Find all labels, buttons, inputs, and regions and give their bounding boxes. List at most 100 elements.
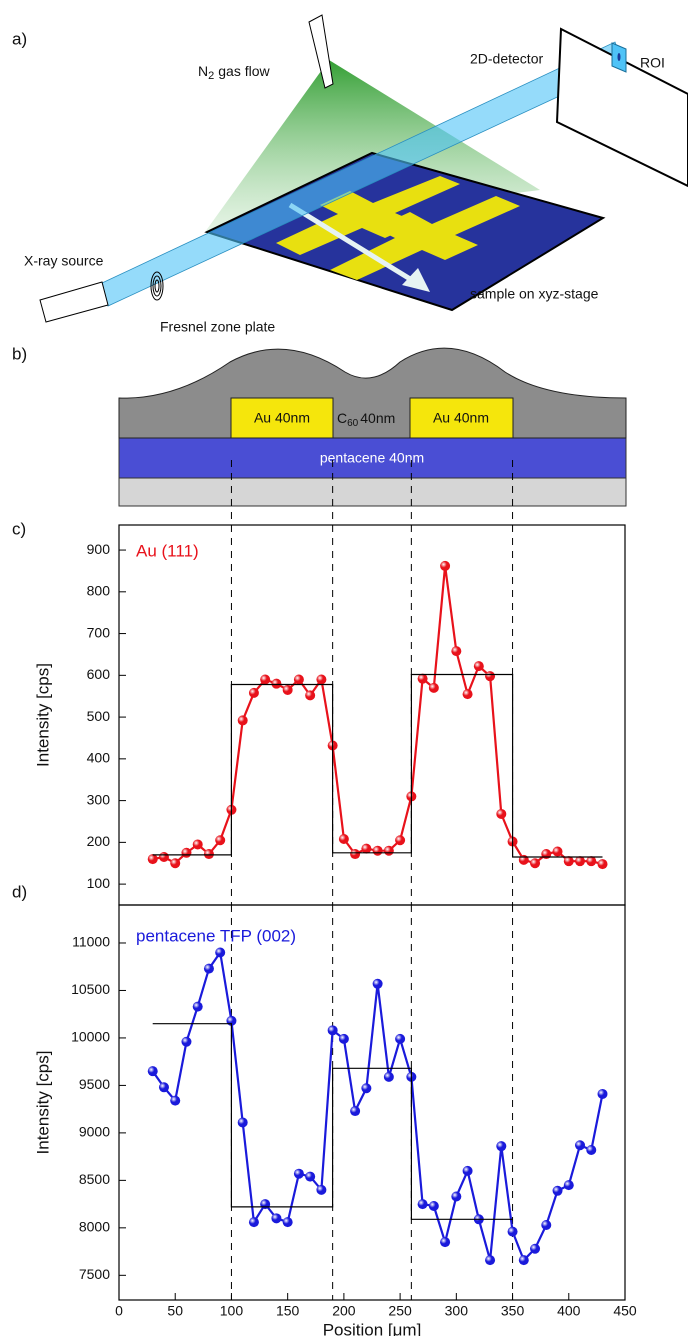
data-point <box>350 849 361 860</box>
source-label: X-ray source <box>24 253 104 269</box>
y-tick-label: 100 <box>87 875 111 891</box>
y-tick-label: 8000 <box>79 1219 110 1235</box>
data-point <box>215 835 226 846</box>
data-point <box>372 845 383 856</box>
x-ray-source <box>39 281 109 323</box>
data-point <box>586 1144 597 1155</box>
scan-arrow-head <box>402 268 430 292</box>
data-point <box>530 1243 541 1254</box>
data-point <box>496 808 507 819</box>
gas-label-rest: gas flow <box>218 63 270 79</box>
panel-a: a) N2 gas flow 2D-detector ROI X-ray sour… <box>12 14 688 335</box>
data-point <box>305 690 316 701</box>
series-label: Au (111) <box>136 541 199 560</box>
data-point <box>440 1237 451 1248</box>
x-tick-label: 200 <box>332 1303 356 1319</box>
data-point <box>293 674 304 685</box>
data-point <box>158 1082 169 1093</box>
gas-label: N2 gas flow <box>198 63 270 82</box>
c60-sub: 60 <box>347 418 359 429</box>
data-point <box>395 835 406 846</box>
data-point <box>271 678 282 689</box>
y-tick-label: 200 <box>87 833 111 849</box>
scan-arrow <box>288 202 417 285</box>
data-point <box>496 1141 507 1152</box>
y-tick-label: 300 <box>87 791 111 807</box>
data-point <box>282 1217 293 1228</box>
gas-nozzle <box>308 14 334 89</box>
x-tick-label: 100 <box>220 1303 244 1319</box>
au-electrode <box>409 397 514 439</box>
data-point <box>260 1199 271 1210</box>
substrate <box>118 477 627 507</box>
y-tick-label: 9000 <box>79 1124 110 1140</box>
panel-label: a) <box>12 29 27 48</box>
data-point <box>237 1117 248 1128</box>
zone-plate <box>152 275 162 297</box>
data-point <box>575 856 586 867</box>
data-point <box>597 1088 608 1099</box>
data-point <box>473 661 484 672</box>
data-point <box>428 1200 439 1211</box>
data-point <box>417 673 428 684</box>
data-point <box>462 1165 473 1176</box>
panel-b: b) Au 40nm Au 40nm C60 40nm pentacene 40n… <box>12 344 627 507</box>
zone-plate <box>154 279 160 293</box>
data-point <box>563 1180 574 1191</box>
data-point <box>260 674 271 685</box>
data-point <box>383 845 394 856</box>
x-tick-label: 450 <box>613 1303 637 1319</box>
data-point <box>147 1066 158 1077</box>
x-tick-label: 400 <box>557 1303 581 1319</box>
data-point <box>327 1025 338 1036</box>
detector-label: 2D-detector <box>470 51 543 67</box>
au-label: Au 40nm <box>254 410 310 426</box>
data-point <box>552 846 563 857</box>
data-point <box>541 1219 552 1230</box>
data-point <box>507 1226 518 1237</box>
x-tick-label: 350 <box>501 1303 525 1319</box>
data-point <box>597 859 608 870</box>
data-point <box>237 715 248 726</box>
data-point <box>158 851 169 862</box>
data-point <box>575 1140 586 1151</box>
data-point <box>383 1071 394 1082</box>
data-point <box>338 1033 349 1044</box>
step-fit <box>152 1023 513 1220</box>
y-tick-label: 400 <box>87 750 111 766</box>
x-axis-label: Position [μm] <box>323 1320 422 1336</box>
data-point <box>293 1168 304 1179</box>
data-point <box>338 834 349 845</box>
data-point <box>395 1033 406 1044</box>
y-tick-label: 800 <box>87 583 111 599</box>
data-point <box>248 687 259 698</box>
y-tick-label: 10500 <box>71 981 110 997</box>
data-point <box>316 1184 327 1195</box>
roi-label: ROI <box>640 55 665 71</box>
x-tick-label: 300 <box>445 1303 469 1319</box>
y-tick-label: 10000 <box>71 1029 110 1045</box>
pentacene-label: pentacene 40nm <box>320 450 424 466</box>
data-point <box>451 646 462 657</box>
data-point <box>530 858 541 869</box>
data-point <box>248 1217 259 1228</box>
data-point <box>203 849 214 860</box>
data-point <box>485 1255 496 1266</box>
data-point <box>170 1095 181 1106</box>
data-point <box>305 1171 316 1182</box>
data-point <box>451 1191 462 1202</box>
c60-label: C60 40nm <box>337 410 395 429</box>
au-electrode <box>230 397 334 439</box>
y-tick-label: 500 <box>87 708 111 724</box>
data-point <box>215 947 226 958</box>
y-tick-label: 11000 <box>72 934 110 950</box>
data-point <box>485 671 496 682</box>
data-point <box>361 1083 372 1094</box>
data-line <box>151 949 604 1263</box>
y-tick-label: 7500 <box>79 1266 110 1282</box>
panel-label: b) <box>12 344 27 363</box>
data-line <box>152 565 603 866</box>
data-point <box>350 1106 361 1117</box>
step-fit <box>152 673 603 858</box>
